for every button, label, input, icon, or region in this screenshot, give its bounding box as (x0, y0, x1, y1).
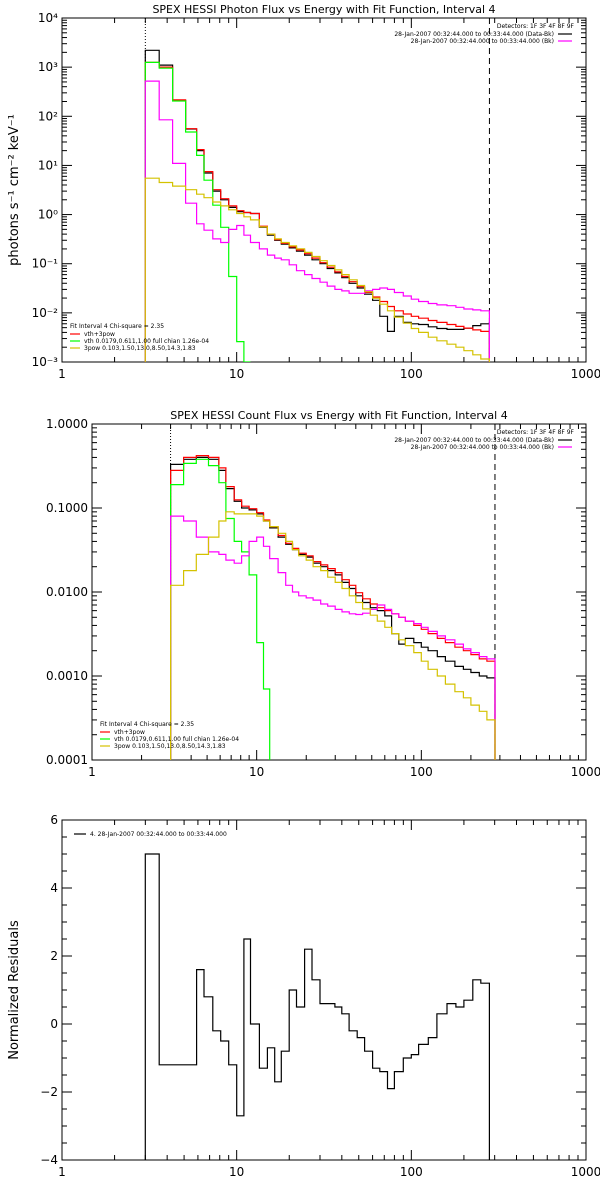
panel-1: SPEX HESSI Photon Flux vs Energy with Fi… (7, 3, 600, 381)
series-group (144, 853, 490, 1160)
y-tick-label: 10² (38, 109, 58, 123)
x-tick-label: 1 (88, 765, 96, 779)
legend-header: Detectors: 1F 3F 4F 8F 9F (497, 23, 575, 30)
series-line-3 (144, 61, 251, 362)
chart-title: SPEX HESSI Photon Flux vs Energy with Fi… (152, 3, 495, 16)
legend-entry: 28-Jan-2007 00:32:44.000 to 00:33:44.000… (411, 444, 554, 451)
series-line-5 (170, 511, 496, 760)
legend-header: Fit Interval 4 Chi-square = 2.35 (70, 323, 164, 330)
plot-frame (91, 423, 587, 761)
y-axis-label: Normalized Residuals (7, 920, 22, 1060)
y-tick-label: 2 (50, 949, 58, 963)
legend-entry: 3pow 0.103,1.50,13.0,8.50,14.3,1.83 (114, 743, 226, 750)
series-line-4 (144, 80, 490, 362)
legend-entry: 4. 28-Jan-2007 00:32:44.000 to 00:33:44.… (90, 831, 227, 838)
legend-entry: vth 0.0179,0.611,1.00 full chian 1.26e-0… (84, 338, 209, 345)
y-tick-label: 0.0100 (46, 585, 88, 599)
y-tick-label: 10³ (38, 60, 58, 74)
legend-entry: vth+3pow (84, 331, 115, 338)
y-tick-label: −4 (40, 1153, 58, 1167)
y-tick-label: 10⁻³ (32, 355, 59, 369)
plot-frame (61, 17, 587, 363)
y-tick-label: 0 (50, 1017, 58, 1031)
series-group (144, 49, 490, 362)
legend-entry: 28-Jan-2007 00:32:44.000 to 00:33:44.000… (411, 38, 554, 45)
y-tick-label: −2 (40, 1085, 58, 1099)
legend-header: Fit Interval 4 Chi-square = 2.35 (100, 721, 194, 728)
x-tick-label: 1 (58, 1165, 66, 1179)
legend-bottom-left: Fit Interval 4 Chi-square = 2.35vth+3pow… (70, 323, 209, 352)
series-line-1 (170, 456, 496, 760)
legend-entry: 28-Jan-2007 00:32:44.000 to 00:33:44.000… (394, 31, 554, 38)
plot-frame (61, 819, 587, 1161)
y-tick-label: 4 (50, 881, 58, 895)
x-tick-label: 100 (400, 1165, 423, 1179)
x-tick-label: 1000 (571, 1165, 600, 1179)
legend-header: Detectors: 1F 3F 4F 8F 9F (497, 429, 575, 436)
y-axis-label: photons s⁻¹ cm⁻² keV⁻¹ (7, 114, 22, 266)
series-line-1 (144, 853, 490, 1160)
legend-entry: 3pow 0.103,1.50,13.0,8.50,14.3,1.83 (84, 345, 196, 352)
x-tick-label: 10 (229, 367, 244, 381)
y-tick-label: 10⁴ (38, 11, 58, 25)
x-tick-label: 100 (400, 367, 423, 381)
y-tick-label: 0.0010 (46, 669, 88, 683)
y-tick-label: 10⁰ (38, 208, 58, 222)
legend-entry: vth+3pow (114, 729, 145, 736)
series-group (170, 455, 496, 760)
x-tick-label: 10 (229, 1165, 244, 1179)
y-tick-label: 10⁻² (32, 306, 59, 320)
y-tick-label: 10¹ (38, 158, 58, 172)
y-tick-label: 0.0001 (46, 753, 88, 767)
series-line-1 (144, 49, 490, 362)
panel-3: 1 10 100 1000 −4 −2 0 2 4 6 Normalized Residuals 4.… (7, 813, 600, 1179)
legend-bottom-left: Fit Interval 4 Chi-square = 2.35vth+3pow… (100, 721, 239, 750)
chart-title: SPEX HESSI Count Flux vs Energy with Fit… (170, 409, 507, 422)
panel-2: SPEX HESSI Count Flux vs Energy with Fit… (46, 409, 600, 779)
x-tick-label: 1000 (571, 367, 600, 381)
y-tick-label: 1.0000 (46, 417, 88, 431)
series-line-2 (170, 455, 496, 760)
x-tick-label: 10 (249, 765, 264, 779)
x-tick-label: 100 (410, 765, 433, 779)
legend-entry: vth 0.0179,0.611,1.00 full chian 1.26e-0… (114, 736, 239, 743)
legend-entry: 28-Jan-2007 00:32:44.000 to 00:33:44.000… (394, 437, 554, 444)
series-line-5 (144, 177, 490, 362)
y-tick-label: 0.1000 (46, 501, 88, 515)
y-tick-label: 6 (50, 813, 58, 827)
series-line-4 (170, 515, 496, 760)
x-tick-label: 1 (58, 367, 66, 381)
series-line-3 (170, 458, 271, 760)
x-tick-label: 1000 (571, 765, 600, 779)
legend-top-left: 4. 28-Jan-2007 00:32:44.000 to 00:33:44.… (74, 831, 227, 838)
y-tick-label: 10⁻¹ (32, 257, 59, 271)
